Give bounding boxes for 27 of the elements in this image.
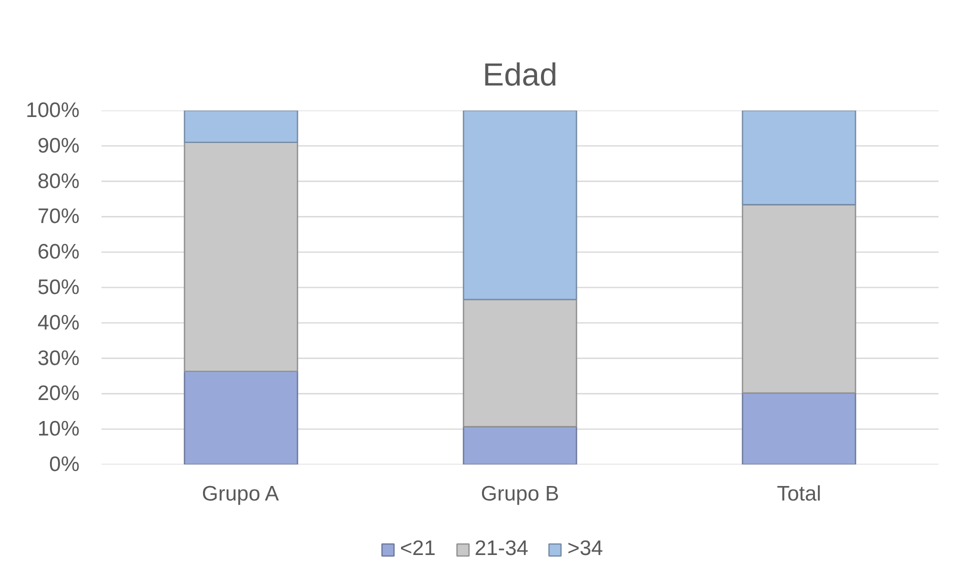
x-tick-label: Grupo A xyxy=(202,482,279,506)
bar xyxy=(184,142,298,372)
y-tick-label: 0% xyxy=(49,453,80,476)
chart-title: Edad xyxy=(482,56,558,92)
x-tick-label: Total xyxy=(776,482,822,506)
bar xyxy=(462,426,578,464)
y-tick-label: 70% xyxy=(37,205,80,228)
y-tick-label: 10% xyxy=(37,418,80,441)
y-tick-label: 90% xyxy=(37,134,80,158)
legend-label: >34 xyxy=(567,537,603,561)
y-tick-label: 30% xyxy=(37,346,80,370)
bar xyxy=(462,110,578,300)
x-tick-label: Grupo B xyxy=(480,482,560,506)
bar xyxy=(742,204,856,394)
y-tick-label: 20% xyxy=(37,382,80,406)
bar xyxy=(184,110,298,144)
y-tick-label: 80% xyxy=(37,170,80,193)
bar xyxy=(742,110,856,206)
bar xyxy=(742,392,856,464)
y-tick-label: 50% xyxy=(37,276,80,299)
bar xyxy=(184,370,298,464)
y-tick-label: 60% xyxy=(37,240,80,264)
y-tick-label: 40% xyxy=(37,311,80,334)
legend-label: 21-34 xyxy=(474,537,528,561)
legend-label: <21 xyxy=(400,537,436,561)
y-tick-label: 100% xyxy=(26,99,80,122)
bar xyxy=(462,298,578,428)
